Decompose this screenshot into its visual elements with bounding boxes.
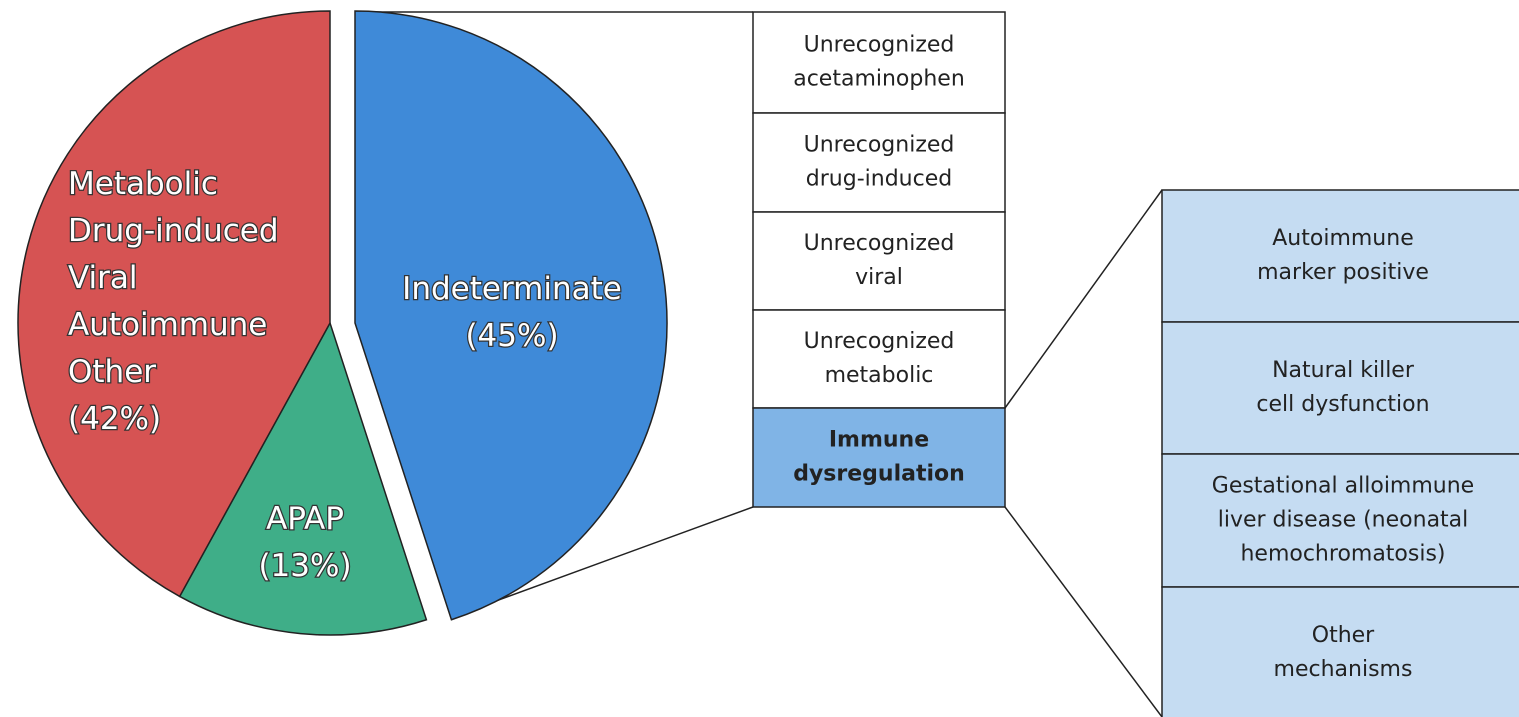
box-label: viral: [855, 265, 903, 290]
box-label: acetaminophen: [793, 67, 965, 92]
label-line: Viral: [68, 260, 138, 296]
label-line: Other: [68, 354, 156, 390]
box-label: Gestational alloimmune: [1212, 474, 1474, 499]
box-label: Other: [1312, 623, 1375, 648]
box-label: cell dysfunction: [1256, 392, 1429, 417]
box: [752, 407, 1006, 508]
value-label: (42%): [68, 401, 161, 437]
box-label: marker positive: [1257, 260, 1429, 285]
box-label: Unrecognized: [804, 231, 955, 256]
box: [752, 309, 1006, 409]
label-line: Indeterminate: [402, 271, 622, 307]
pie-slice: [17, 10, 331, 598]
box-label: Autoimmune: [1272, 226, 1413, 251]
box-label: Unrecognized: [804, 33, 955, 58]
box-label: Immune: [829, 428, 929, 453]
box: [1161, 189, 1519, 323]
box: [752, 112, 1006, 213]
box-label: liver disease (neonatal: [1218, 508, 1469, 533]
box-label: Unrecognized: [804, 329, 955, 354]
pie-slice: [354, 10, 668, 621]
box: [752, 211, 1006, 311]
box-label: drug-induced: [806, 167, 952, 192]
value-label: (13%): [258, 548, 351, 584]
label-line: APAP: [266, 501, 344, 537]
label-line: Metabolic: [68, 166, 218, 202]
box-label: dysregulation: [793, 462, 965, 487]
value-label: (45%): [465, 318, 558, 354]
pie-slice: [178, 321, 428, 636]
box-label: metabolic: [825, 363, 934, 388]
label-line: Autoimmune: [68, 307, 267, 343]
box-label: hemochromatosis): [1240, 542, 1445, 567]
connector: [1004, 189, 1163, 409]
box: [1161, 321, 1519, 455]
box: [1161, 586, 1519, 717]
box: [1161, 453, 1519, 588]
slice-label: Metabolic Drug-induced Viral Autoimmune Othe…: [68, 166, 279, 437]
box-label: Natural killer: [1272, 358, 1415, 383]
connector: [1004, 506, 1163, 717]
box-label: Unrecognized: [804, 133, 955, 158]
slice-label: APAP (13%): [258, 501, 351, 584]
slice-label: Indeterminate (45%): [402, 271, 622, 354]
label-line: Drug-induced: [68, 213, 279, 249]
box: [752, 11, 1006, 114]
box-label: mechanisms: [1274, 657, 1413, 682]
